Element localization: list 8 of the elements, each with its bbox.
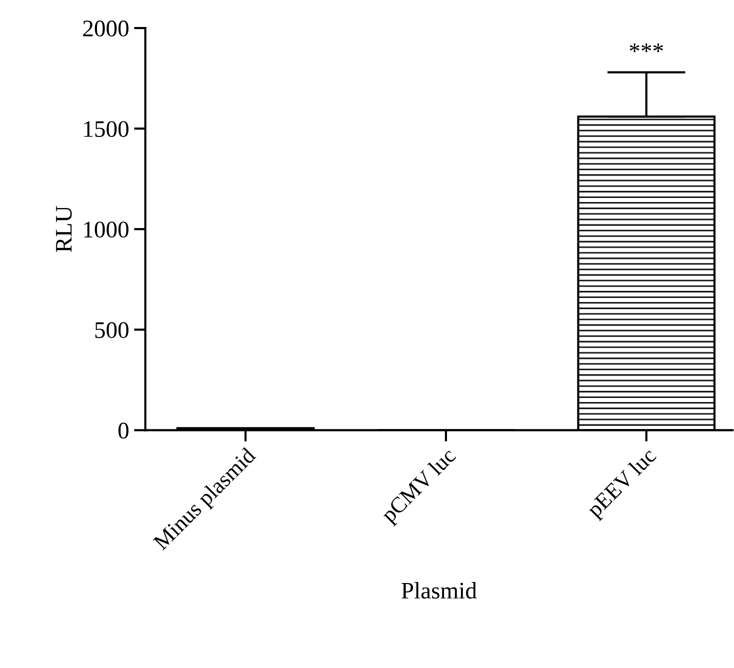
y-tick-label: 0: [118, 422, 128, 439]
y-axis-title: RLU: [56, 206, 72, 252]
y-tick-label: 2000: [83, 20, 128, 36]
annotation: ***: [630, 43, 663, 52]
x-axis-title: Plasmid: [402, 582, 477, 599]
y-tick-label: 1500: [84, 121, 128, 138]
y-tick-label: 500: [95, 322, 128, 338]
y-tick-label: 1000: [84, 222, 128, 238]
